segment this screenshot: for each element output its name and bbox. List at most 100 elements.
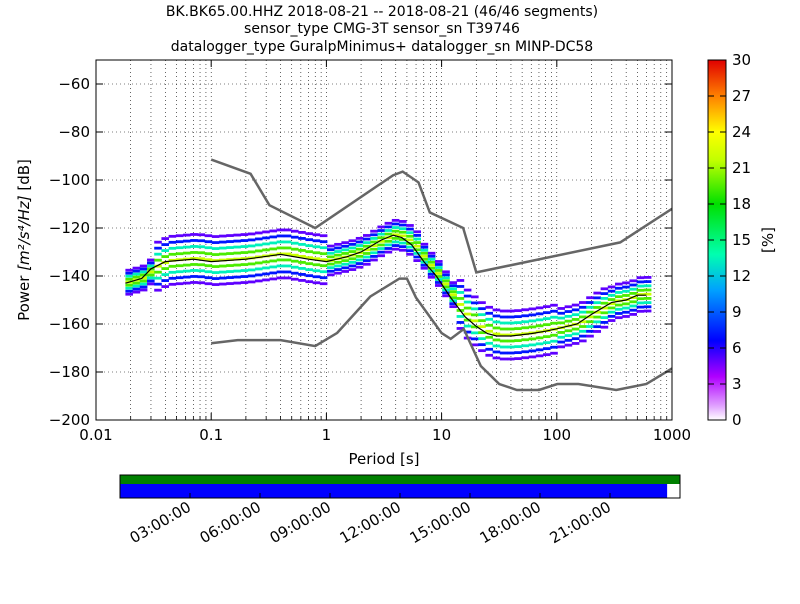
heatmap-cell <box>492 338 501 342</box>
y-tick-label: −80 <box>58 123 90 141</box>
heatmap-cell <box>204 240 213 244</box>
heatmap-cell <box>219 252 227 256</box>
heatmap-cell <box>586 334 594 338</box>
heatmap-cell <box>615 303 623 307</box>
heatmap-cell <box>211 253 220 256</box>
heatmap-cell <box>161 255 170 258</box>
heatmap-cell <box>269 235 278 239</box>
heatmap-cell <box>406 252 414 256</box>
colorbar-tick-label: 12 <box>732 267 751 285</box>
heatmap-cell <box>384 229 393 232</box>
heatmap-cell <box>319 240 328 244</box>
heatmap-cell <box>190 263 198 266</box>
heatmap-cell <box>334 250 342 253</box>
heatmap-cell <box>456 279 465 282</box>
heatmap-cell <box>298 249 306 252</box>
heatmap-cell <box>341 259 350 263</box>
heatmap-cell <box>341 248 350 252</box>
heatmap-cell <box>406 238 414 242</box>
heatmap-cell <box>543 311 551 315</box>
y-tick-label: −180 <box>49 363 90 381</box>
colorbar-tick-label: 6 <box>732 339 742 357</box>
x-tick-label: 10 <box>432 426 451 444</box>
heatmap-cell <box>262 278 270 282</box>
heatmap-cell <box>514 315 522 319</box>
heatmap-cell <box>543 323 551 327</box>
heatmap-cell <box>298 267 306 270</box>
heatmap-cell <box>132 290 141 294</box>
heatmap-cell <box>607 314 616 318</box>
heatmap-cell <box>334 246 342 250</box>
heatmap-cell <box>269 241 278 245</box>
heatmap-cell <box>247 274 256 278</box>
heatmap-cell <box>579 339 587 343</box>
heatmap-cell <box>327 248 335 252</box>
heatmap-cell <box>226 270 234 273</box>
heatmap-cell <box>132 269 141 273</box>
heatmap-cell <box>636 284 645 288</box>
heatmap-cell <box>456 291 465 294</box>
x-axis-label: Period [s] <box>348 450 419 468</box>
heatmap-cell <box>442 294 450 298</box>
heatmap-cell <box>219 282 227 286</box>
heatmap-cell <box>147 270 155 274</box>
heatmap-cell <box>564 314 573 318</box>
heatmap-cell <box>183 263 191 267</box>
heatmap-cell <box>327 266 335 270</box>
heatmap-cell <box>312 251 321 255</box>
heatmap-cell <box>319 282 328 286</box>
heatmap-cell <box>550 309 558 313</box>
heatmap-cell <box>586 325 594 328</box>
heatmap-cell <box>507 357 515 361</box>
heatmap-cell <box>643 297 652 300</box>
heatmap-cell <box>298 261 306 264</box>
heatmap-cell <box>521 350 530 354</box>
heatmap-cell <box>319 246 328 250</box>
heatmap-cell <box>528 343 537 347</box>
heatmap-cell <box>190 233 198 236</box>
heatmap-cell <box>557 340 566 344</box>
colorbar-label: [%] <box>759 227 777 253</box>
heatmap-cell <box>327 255 335 259</box>
heatmap-cell <box>629 300 638 304</box>
heatmap-cell <box>312 257 321 261</box>
heatmap-cell <box>442 279 450 283</box>
heatmap-cell <box>629 308 638 312</box>
heatmap-cell <box>370 254 378 258</box>
heatmap-cell <box>579 325 587 328</box>
heatmap-cell <box>406 227 414 231</box>
heatmap-cell <box>399 227 407 231</box>
heatmap-cell <box>514 327 522 331</box>
heatmap-cell <box>240 257 249 260</box>
heatmap-cell <box>319 270 328 274</box>
heatmap-cell <box>319 252 328 256</box>
heatmap-cell <box>147 261 155 265</box>
heatmap-cell <box>579 310 587 314</box>
heatmap-cell <box>478 313 486 317</box>
heatmap-cell <box>211 277 220 280</box>
heatmap-cell <box>341 262 350 266</box>
title-line-3: datalogger_type GuralpMinimus+ datalogge… <box>171 39 593 55</box>
heatmap-cell <box>377 232 386 236</box>
heatmap-cell <box>370 236 378 240</box>
heatmap-cell <box>226 234 234 237</box>
heatmap-cell <box>283 276 292 280</box>
heatmap-cell <box>312 269 321 273</box>
heatmap-cell <box>427 251 436 255</box>
heatmap-cell <box>571 313 580 317</box>
heatmap-cell <box>557 321 566 325</box>
heatmap-cell <box>233 233 242 237</box>
heatmap-cell <box>269 271 278 275</box>
heatmap-cell <box>384 221 393 225</box>
heatmap-cell <box>528 349 537 353</box>
heatmap-cell <box>370 247 378 251</box>
heatmap-cell <box>471 307 479 311</box>
heatmap-cell <box>435 263 443 266</box>
heatmap-cell <box>190 245 198 248</box>
heatmap-cell <box>255 249 263 253</box>
heatmap-cell <box>492 314 501 318</box>
heatmap-cell <box>355 247 364 251</box>
heatmap-cell <box>406 249 414 253</box>
heatmap-cell <box>384 239 393 243</box>
heatmap-cell <box>348 264 357 268</box>
